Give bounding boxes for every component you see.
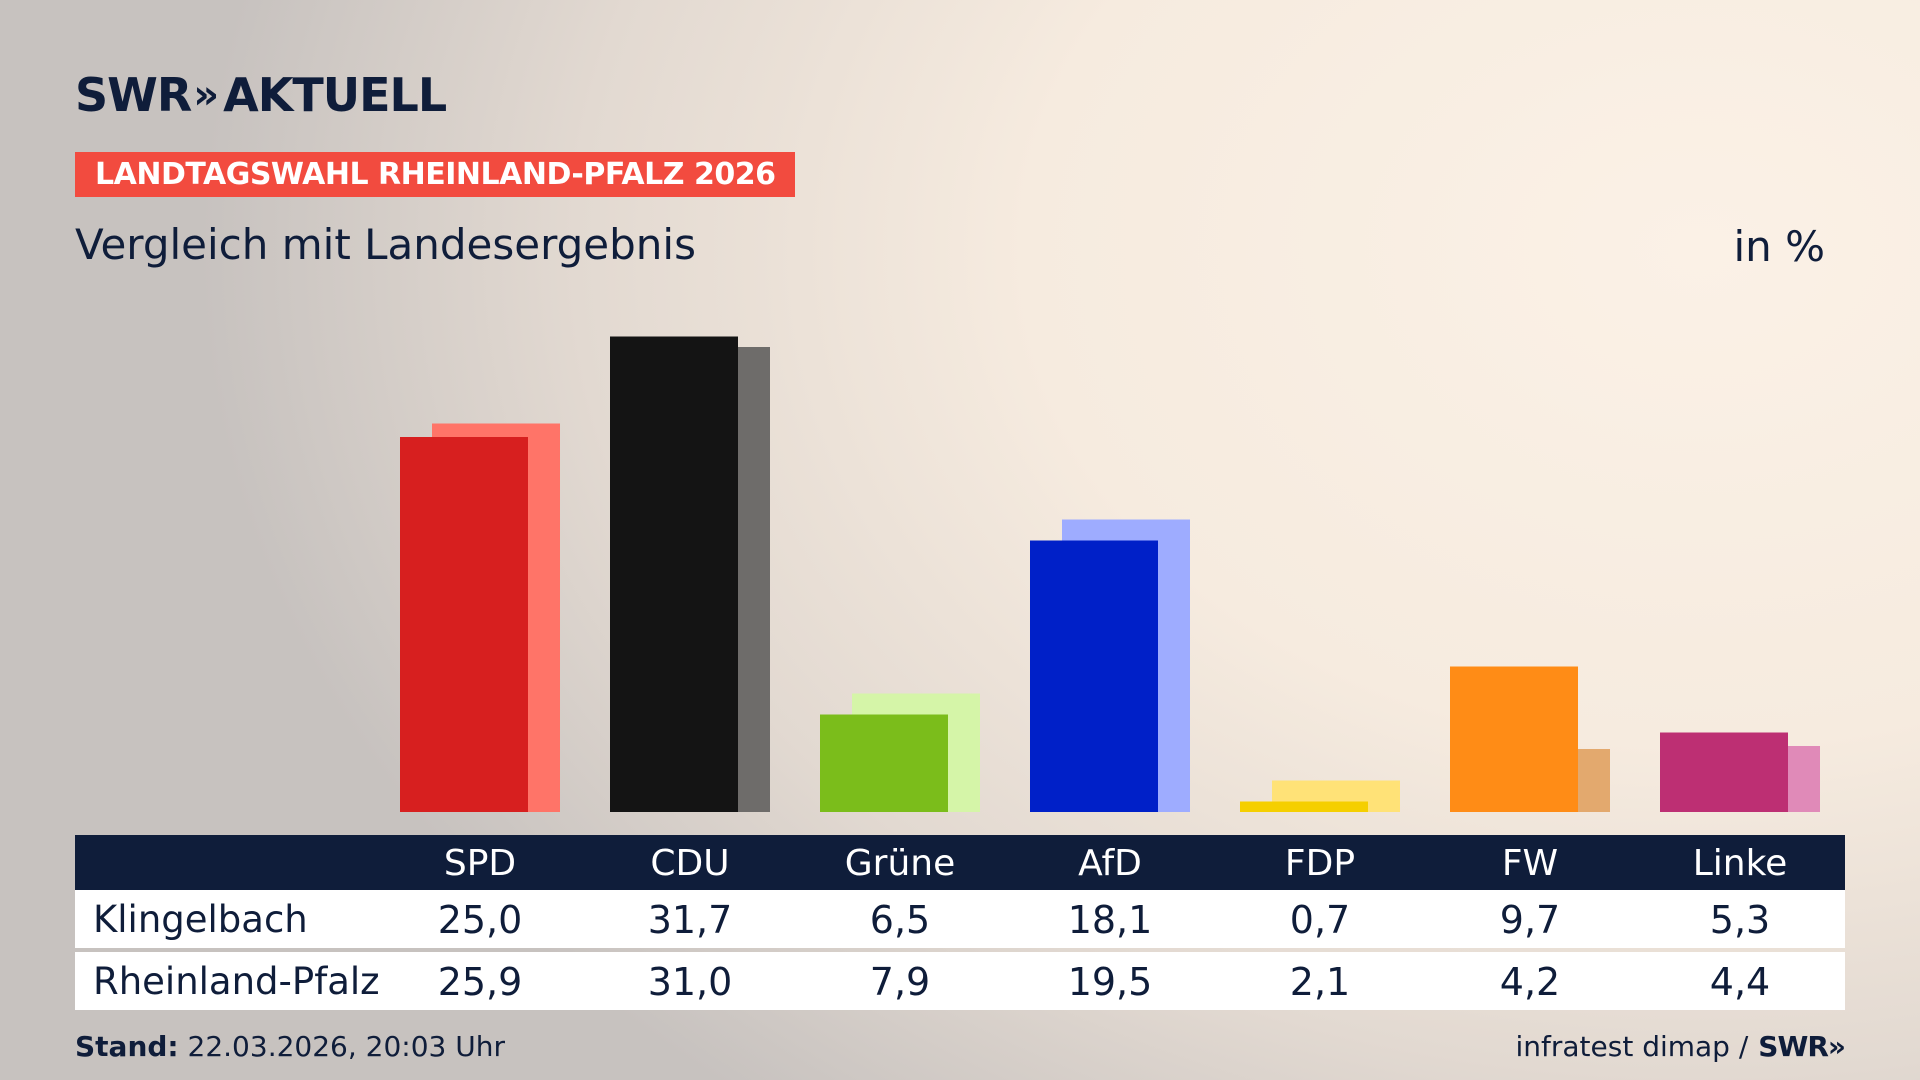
source-text: infratest dimap / xyxy=(1515,1030,1749,1063)
table-row-rheinland-pfalz: Rheinland-Pfalz 25,9 31,0 7,9 19,5 2,1 4,2 4,4 xyxy=(75,952,1845,1010)
cell-value: 25,9 xyxy=(437,960,523,1004)
bar-klingelbach-gruene xyxy=(820,714,948,812)
unit-label: in % xyxy=(1733,222,1825,271)
header-cdu: CDU xyxy=(650,843,730,884)
table-row-klingelbach: Klingelbach 25,0 31,7 6,5 18,1 0,7 9,7 5,3 xyxy=(75,890,1845,948)
bar-klingelbach-fdp xyxy=(1240,801,1368,812)
header-fdp: FDP xyxy=(1284,843,1356,884)
bar-klingelbach-cdu xyxy=(610,336,738,812)
bar-klingelbach-spd xyxy=(400,437,528,812)
cell-value: 18,1 xyxy=(1067,898,1153,942)
footer-source: infratest dimap / SWR» xyxy=(1515,1030,1846,1063)
swr-aktuell-logo: SWR » AKTUELL xyxy=(75,68,447,122)
bar-klingelbach-afd xyxy=(1030,540,1158,812)
header-gruene: Grüne xyxy=(844,843,956,884)
cell-value: 4,2 xyxy=(1499,960,1561,1004)
cell-value: 6,5 xyxy=(869,898,931,942)
footer-stand: Stand: 22.03.2026, 20:03 Uhr xyxy=(75,1030,505,1063)
header-fw: FW xyxy=(1501,843,1559,884)
row-label: Rheinland-Pfalz xyxy=(93,960,380,1003)
bar-chart xyxy=(400,336,1820,812)
header-spd: SPD xyxy=(443,843,517,884)
cell-value: 7,9 xyxy=(869,960,931,1004)
cell-value: 9,7 xyxy=(1499,898,1561,942)
logo-swr: SWR xyxy=(75,68,192,122)
cell-value: 31,0 xyxy=(647,960,733,1004)
cell-value: 0,7 xyxy=(1289,898,1351,942)
stand-value: 22.03.2026, 20:03 Uhr xyxy=(187,1030,505,1063)
swr-mini-logo: SWR» xyxy=(1758,1030,1846,1063)
results-table: SPD CDU Grüne AfD FDP FW Linke Klingelbach 25,0… xyxy=(75,835,1845,1010)
election-badge: LANDTAGSWAHL RHEINLAND-PFALZ 2026 xyxy=(75,152,796,197)
bar-klingelbach-linke xyxy=(1660,732,1788,812)
logo-aktuell: AKTUELL xyxy=(223,68,447,122)
chart-subtitle: Vergleich mit Landesergebnis xyxy=(75,220,696,269)
bar-klingelbach-fw xyxy=(1450,666,1578,812)
header-linke: Linke xyxy=(1692,843,1788,884)
cell-value: 4,4 xyxy=(1709,960,1771,1004)
cell-value: 19,5 xyxy=(1067,960,1153,1004)
row-label: Klingelbach xyxy=(93,898,308,941)
cell-value: 25,0 xyxy=(437,898,523,942)
stand-label: Stand: xyxy=(75,1030,179,1063)
cell-value: 2,1 xyxy=(1289,960,1351,1004)
table-header-row: SPD CDU Grüne AfD FDP FW Linke xyxy=(75,835,1845,890)
header-afd: AfD xyxy=(1078,843,1142,884)
cell-value: 31,7 xyxy=(647,898,733,942)
cell-value: 5,3 xyxy=(1709,898,1771,942)
